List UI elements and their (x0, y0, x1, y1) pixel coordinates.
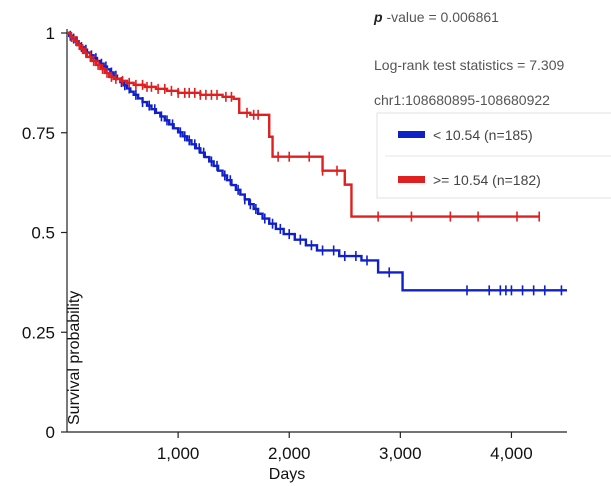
x-tick-label: 4,000 (490, 444, 533, 463)
series-layer (67, 30, 567, 296)
x-axis-label: Days (269, 466, 305, 483)
region-annotation: chr1:108680895-108680922 (374, 92, 550, 108)
legend-swatch-high (398, 176, 425, 183)
legend-label-high: >= 10.54 (n=182) (433, 172, 541, 188)
x-ticks: 1,000 2,000 3,000 4,000 (157, 432, 533, 463)
logrank-annotation: Log-rank test statistics = 7.309 (374, 57, 564, 73)
p-value-annotation: p -value = 0.006861 (373, 9, 499, 25)
axes: 0 0.25 0.5 0.75 1 1,000 2,000 3,000 4,000 (22, 24, 567, 463)
y-ticks: 0 0.25 0.5 0.75 1 (22, 24, 67, 442)
legend: < 10.54 (n=185) >= 10.54 (n=182) (376, 112, 611, 199)
survival-curve (67, 31, 540, 218)
y-tick-label: 0 (46, 423, 55, 442)
series-high (67, 31, 541, 222)
legend-label-low: < 10.54 (n=185) (433, 127, 533, 143)
x-tick-label: 1,000 (157, 444, 200, 463)
x-tick-label: 3,000 (379, 444, 422, 463)
y-tick-label: 0.5 (31, 224, 55, 243)
y-tick-label: 0.75 (22, 124, 55, 143)
p-symbol: p (373, 9, 383, 25)
x-tick-label: 2,000 (268, 444, 311, 463)
p-value-text: -value = 0.006861 (383, 9, 500, 25)
legend-swatch-low (398, 131, 425, 138)
y-tick-label: 1 (46, 24, 55, 43)
y-tick-label: 0.25 (22, 323, 55, 342)
y-axis-label: Survival probability (66, 291, 83, 425)
